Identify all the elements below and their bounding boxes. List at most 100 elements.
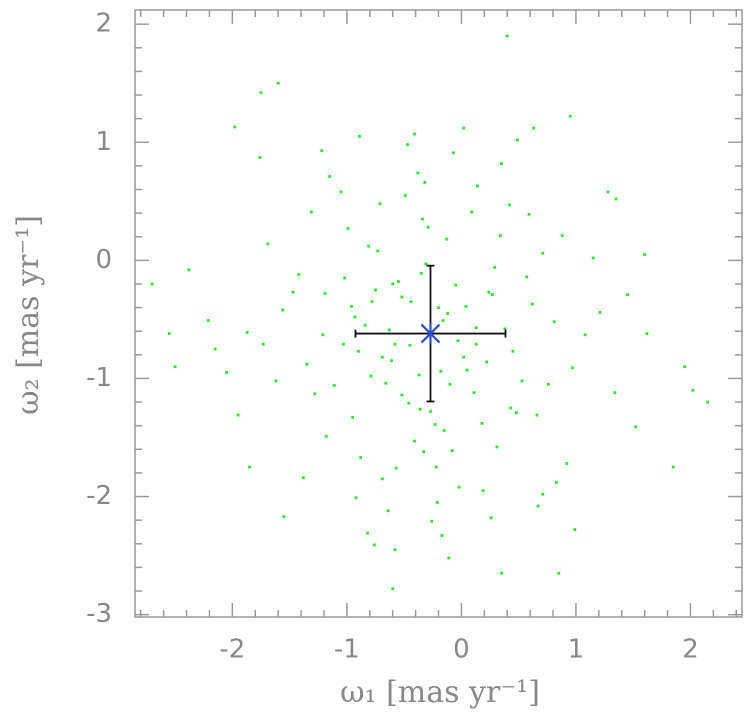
point (380, 477, 384, 481)
point (446, 312, 450, 315)
point (606, 190, 610, 194)
point (505, 34, 509, 38)
point (393, 548, 397, 552)
plot-frame (134, 9, 743, 618)
point (456, 339, 460, 343)
point (474, 342, 478, 346)
point (358, 134, 361, 138)
point (500, 162, 503, 165)
point (339, 190, 343, 194)
point (391, 587, 395, 591)
x-tick-label: 0 (453, 635, 470, 665)
point (354, 496, 358, 500)
point (470, 210, 474, 214)
point (643, 253, 647, 256)
point (508, 203, 511, 207)
point (370, 300, 374, 304)
point (323, 292, 327, 295)
point (408, 343, 412, 347)
point (429, 410, 432, 413)
point (259, 91, 263, 95)
point (423, 181, 427, 184)
point (465, 368, 469, 372)
point (291, 290, 295, 294)
point (356, 349, 360, 353)
point (416, 171, 420, 175)
point (376, 249, 380, 253)
point (520, 379, 524, 383)
point (328, 175, 332, 178)
point (393, 342, 397, 346)
point (487, 290, 491, 294)
point (413, 439, 416, 443)
y-tick-label: 0 (95, 245, 112, 275)
point (683, 365, 687, 369)
point (187, 268, 191, 272)
x-axis-label: ω₁ [mas yr⁻¹] (340, 675, 540, 710)
point (552, 320, 556, 324)
point (441, 319, 445, 322)
point (437, 306, 440, 309)
point (342, 342, 345, 346)
point (350, 305, 353, 308)
point (426, 225, 430, 229)
point (266, 242, 270, 246)
point (435, 501, 439, 504)
point (462, 355, 466, 359)
point (276, 81, 280, 85)
point (409, 300, 413, 304)
point (258, 156, 262, 160)
point (442, 429, 446, 432)
y-axis-label: ω₂ [mas yr⁻¹] (11, 215, 46, 415)
x-tick-label: 2 (682, 635, 699, 665)
x-tick-label: 1 (568, 635, 585, 665)
x-tick-label: -2 (219, 635, 245, 665)
point (450, 449, 454, 452)
point (532, 126, 535, 130)
point (236, 413, 240, 417)
point (245, 330, 249, 334)
point (493, 266, 497, 269)
point (454, 283, 458, 287)
point (489, 516, 493, 520)
point (301, 476, 305, 480)
point (568, 114, 572, 118)
y-tick-label: -2 (86, 481, 112, 511)
x-tick-label: -1 (334, 635, 360, 665)
point (321, 333, 325, 337)
point (343, 276, 346, 280)
point (248, 465, 251, 469)
point (691, 388, 695, 392)
point (498, 234, 502, 237)
point (485, 360, 489, 364)
point (397, 280, 400, 284)
point (421, 217, 424, 221)
point (565, 462, 569, 465)
point (359, 456, 363, 459)
point (353, 315, 357, 319)
point (400, 393, 404, 397)
point (472, 391, 476, 395)
point (457, 485, 461, 489)
point (613, 391, 617, 395)
point (400, 295, 404, 299)
point (206, 319, 210, 322)
point (511, 349, 515, 353)
point (495, 445, 499, 449)
point (439, 369, 443, 373)
point (366, 531, 369, 535)
point (527, 212, 531, 216)
point (500, 571, 503, 575)
point (447, 556, 451, 560)
point (378, 202, 382, 206)
point (509, 406, 513, 410)
point (557, 571, 561, 575)
mean-marker (420, 322, 441, 345)
point (380, 355, 384, 359)
point (320, 149, 324, 152)
point (591, 256, 595, 260)
point (706, 400, 710, 404)
point (281, 308, 285, 312)
point (150, 282, 154, 286)
